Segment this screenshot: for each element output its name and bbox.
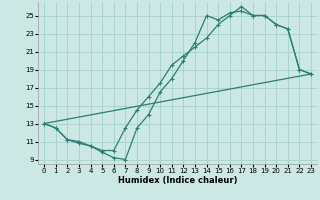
X-axis label: Humidex (Indice chaleur): Humidex (Indice chaleur) bbox=[118, 176, 237, 185]
